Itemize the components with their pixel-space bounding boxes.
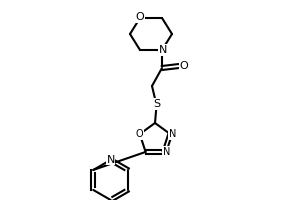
Text: S: S: [153, 99, 161, 109]
Text: O: O: [136, 12, 144, 22]
Text: O: O: [180, 61, 188, 71]
Text: O: O: [136, 129, 144, 139]
Text: N: N: [163, 147, 170, 157]
Text: N: N: [169, 129, 176, 139]
Text: N: N: [106, 155, 115, 165]
Text: N: N: [159, 45, 167, 55]
